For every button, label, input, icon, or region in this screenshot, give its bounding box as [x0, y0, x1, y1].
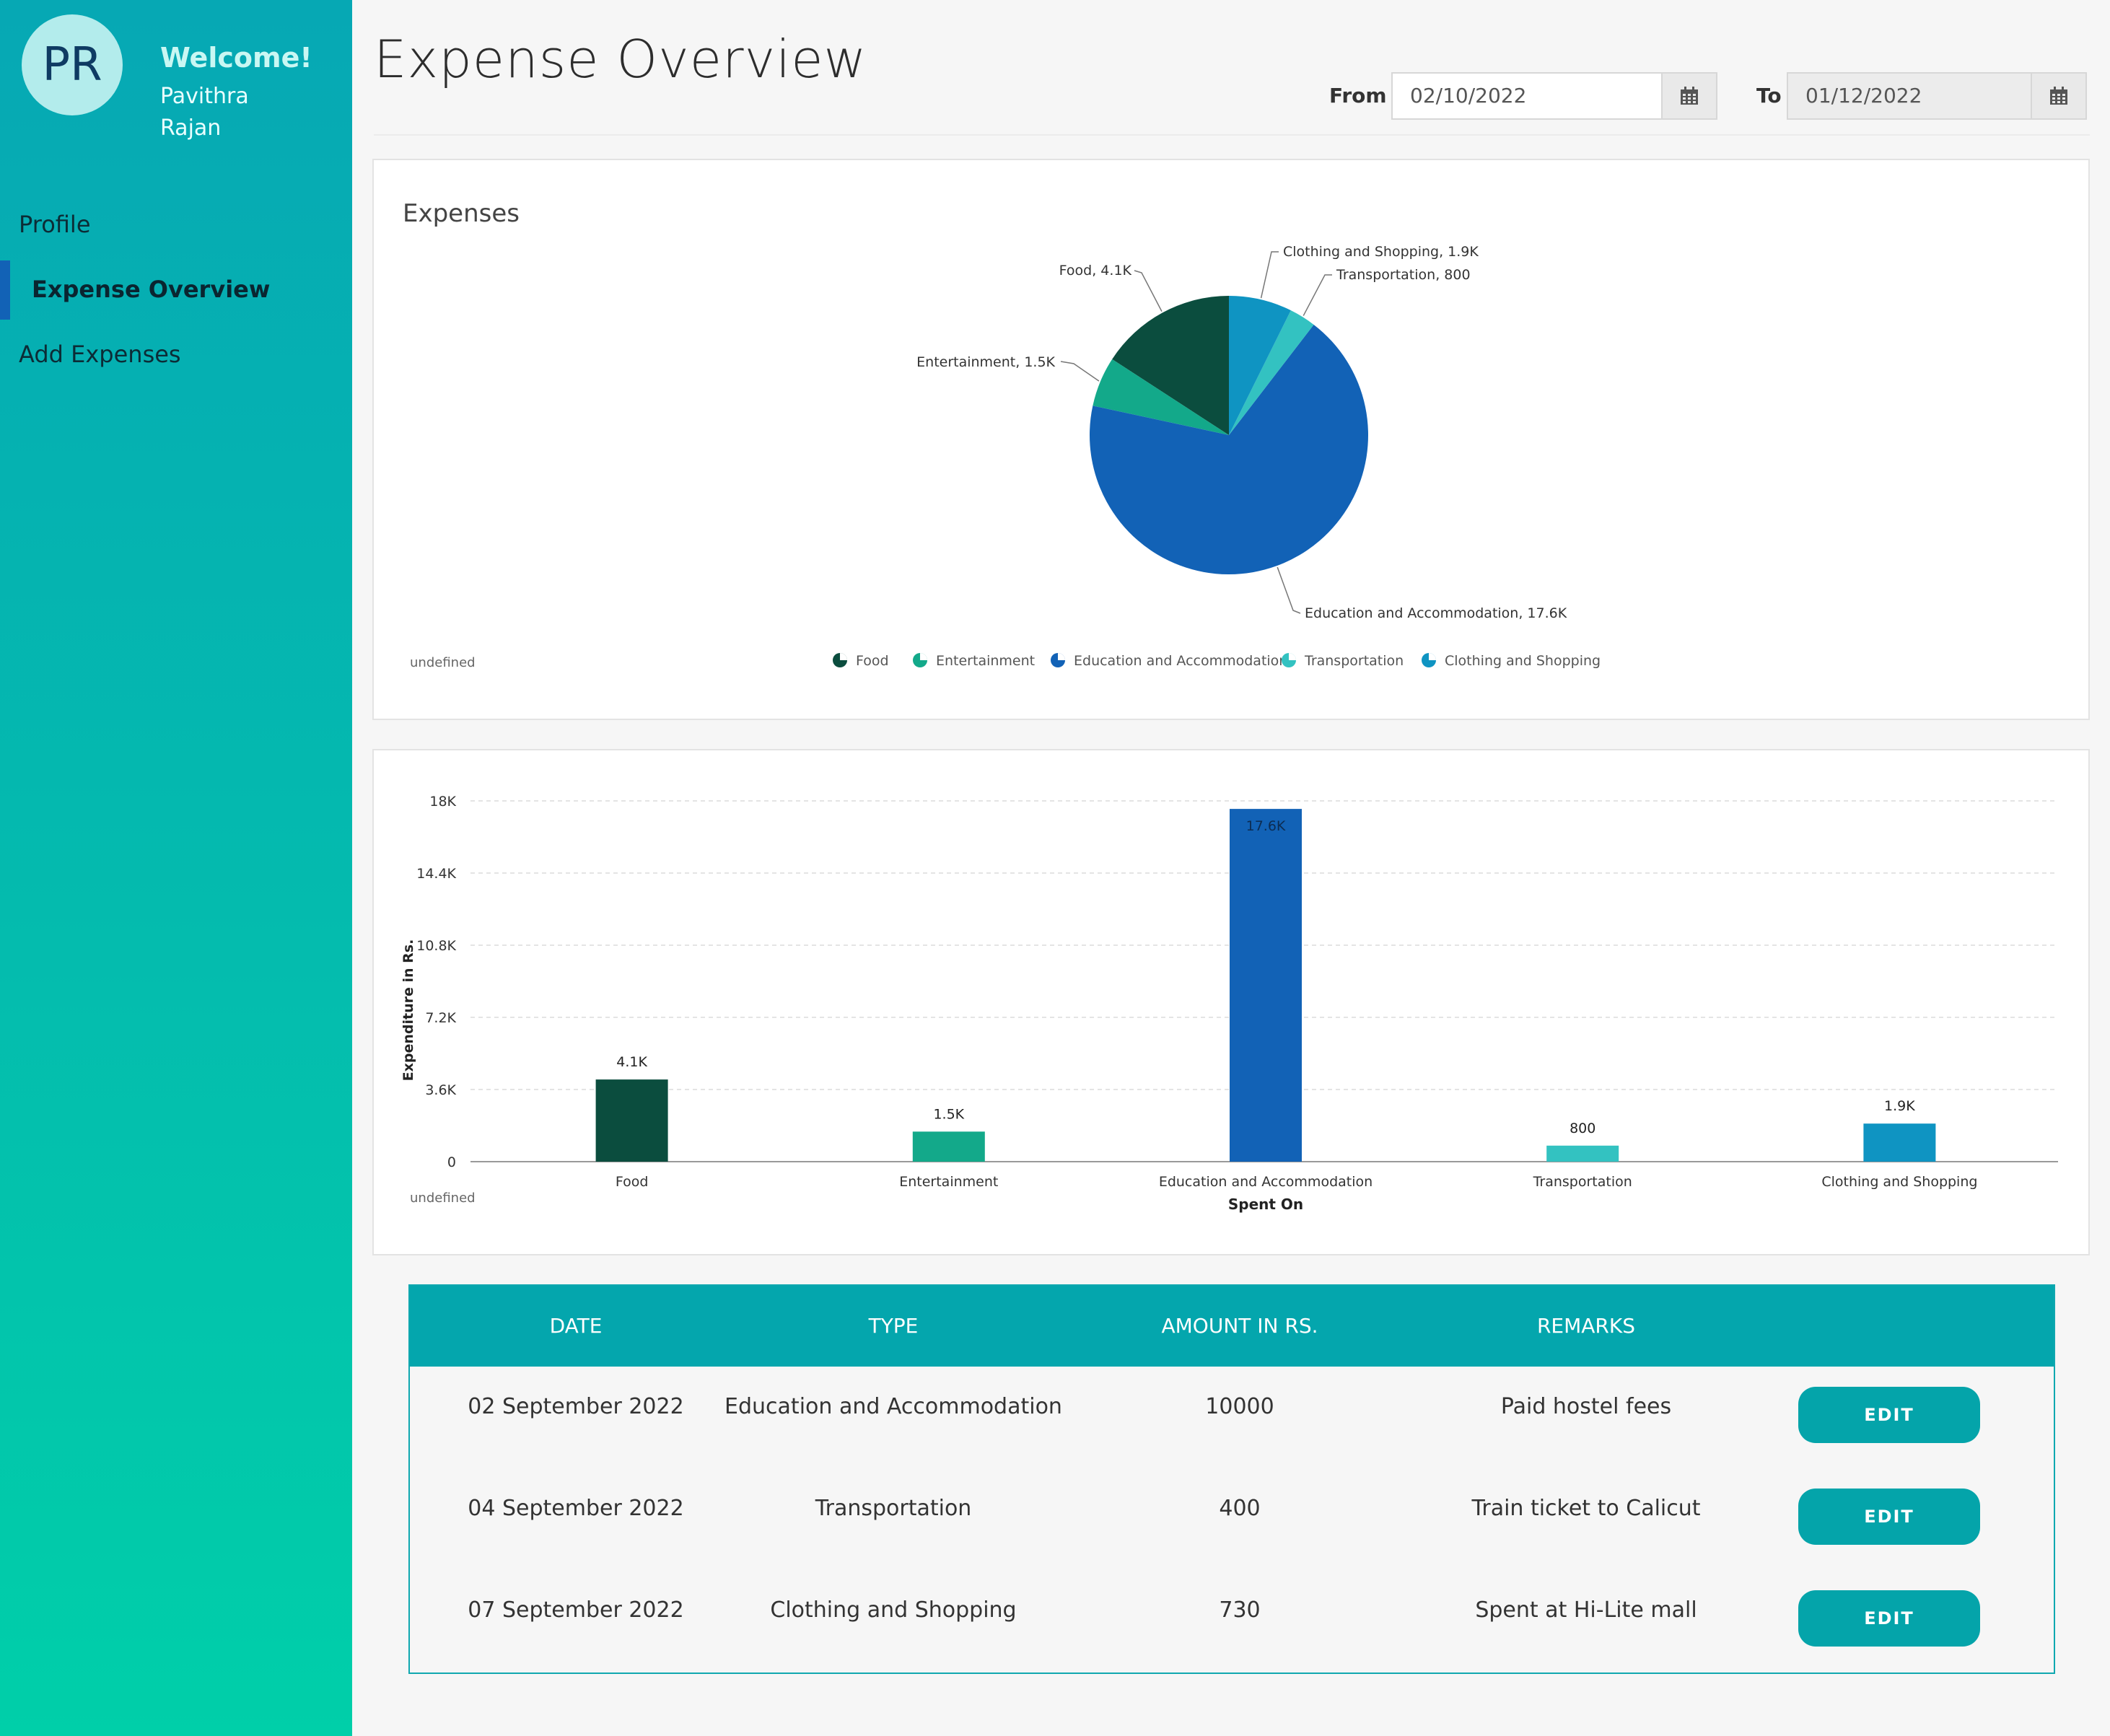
legend-icon-cutout: [840, 653, 847, 660]
x-tick-label: Education and Accommodation: [1159, 1174, 1373, 1190]
expenses-table: DATE TYPE AMOUNT IN RS. REMARKS 02 Septe…: [408, 1284, 2055, 1674]
nav-item-add-expenses[interactable]: Add Expenses: [19, 341, 181, 368]
cell-date: 04 September 2022: [468, 1496, 684, 1521]
pie-leader-line: [1277, 566, 1301, 614]
header-date: DATE: [549, 1314, 603, 1338]
cell-remarks: Paid hostel fees: [1500, 1394, 1672, 1419]
legend-label: Transportation: [1304, 653, 1404, 669]
y-tick-label: 14.4K: [416, 866, 456, 882]
x-tick-label: Clothing and Shopping: [1821, 1174, 1977, 1190]
table-header: DATE TYPE AMOUNT IN RS. REMARKS: [410, 1286, 2054, 1367]
nav-active-indicator: [0, 260, 10, 320]
x-tick-label: Entertainment: [899, 1174, 998, 1190]
cell-remarks: Train ticket to Calicut: [1471, 1496, 1701, 1521]
y-tick-label: 18K: [429, 794, 456, 810]
pie-leader-line: [1060, 361, 1100, 382]
to-label: To: [1756, 84, 1782, 108]
legend-label: Education and Accommodation: [1074, 653, 1287, 669]
pie-callout-label: Transportation, 800: [1336, 267, 1471, 283]
cell-amount: 10000: [1205, 1394, 1274, 1419]
bar-value-label: 800: [1570, 1121, 1595, 1136]
user-name: Pavithra Rajan: [160, 84, 249, 141]
pie-leader-line: [1303, 274, 1332, 316]
pie-callout-label: Food, 4.1K: [1059, 263, 1132, 279]
cell-type: Education and Accommodation: [725, 1394, 1062, 1419]
pie-callout-label: Entertainment, 1.5K: [916, 354, 1055, 370]
bar-food: [595, 1079, 668, 1162]
legend-icon-cutout: [920, 653, 927, 660]
pie-slice-entertainment: [1093, 359, 1229, 435]
pie-slice-transportation: [1229, 310, 1314, 435]
cell-type: Transportation: [815, 1496, 972, 1521]
edit-button[interactable]: EDIT: [1798, 1590, 1980, 1647]
calendar-icon: [1681, 87, 1698, 105]
from-label: From: [1329, 84, 1387, 108]
nav-item-profile[interactable]: Profile: [19, 211, 91, 238]
legend-icon-cutout: [1289, 653, 1296, 660]
legend-label: Food: [856, 653, 889, 669]
nav-item-expense-overview[interactable]: Expense Overview: [32, 276, 271, 303]
from-date-input[interactable]: 02/10/2022: [1391, 72, 1663, 120]
legend-item: Entertainment: [913, 653, 1035, 669]
legend-item: Food: [833, 653, 889, 669]
cell-date: 07 September 2022: [468, 1597, 684, 1623]
legend-icon-cutout: [1429, 653, 1436, 660]
header-type: TYPE: [868, 1314, 919, 1338]
cell-type: Clothing and Shopping: [770, 1597, 1017, 1623]
pie-slice-education-and-accommodation: [1090, 324, 1368, 574]
y-tick-label: 0: [447, 1154, 456, 1170]
pie-leader-line: [1134, 270, 1163, 312]
cell-remarks: Spent at Hi-Lite mall: [1475, 1597, 1697, 1623]
pie-leader-line: [1260, 251, 1279, 299]
legend-label: Clothing and Shopping: [1445, 653, 1601, 669]
cell-amount: 730: [1219, 1597, 1261, 1623]
avatar[interactable]: PR: [22, 14, 123, 115]
y-tick-label: 10.8K: [416, 938, 456, 954]
y-tick-label: 3.6K: [425, 1082, 456, 1098]
pie-callout-label: Clothing and Shopping, 1.9K: [1283, 244, 1479, 260]
cell-amount: 400: [1219, 1496, 1261, 1521]
calendar-icon: [2050, 87, 2067, 105]
y-axis-title: Expenditure in Rs.: [400, 939, 416, 1082]
legend-item: Transportation: [1282, 653, 1404, 669]
x-tick-label: Transportation: [1533, 1174, 1632, 1190]
cell-date: 02 September 2022: [468, 1394, 684, 1419]
x-tick-label: Food: [616, 1174, 649, 1190]
pie-footnote: undefined: [410, 655, 476, 670]
bar-entertainment: [912, 1131, 985, 1162]
pie-chart-title: Expenses: [403, 199, 520, 228]
pie-slice-clothing-and-shopping: [1229, 296, 1291, 435]
to-date-input[interactable]: 01/12/2022: [1787, 72, 2032, 120]
legend-item: Education and Accommodation: [1051, 653, 1287, 669]
edit-button[interactable]: EDIT: [1798, 1489, 1980, 1545]
bar-footnote: undefined: [410, 1191, 476, 1206]
bar-value-label: 4.1K: [616, 1054, 647, 1070]
welcome-text: Welcome!: [160, 42, 312, 74]
bar-value-label: 1.9K: [1884, 1098, 1915, 1114]
header-remarks: REMARKS: [1536, 1314, 1636, 1338]
legend-item: Clothing and Shopping: [1422, 653, 1601, 669]
from-calendar-button[interactable]: [1661, 72, 1717, 120]
bar-value-label: 1.5K: [933, 1106, 964, 1122]
bar-value-label: 17.6K: [1246, 818, 1286, 834]
y-tick-label: 7.2K: [425, 1010, 456, 1026]
x-axis-title: Spent On: [1228, 1196, 1303, 1213]
page-title: Expense Overview: [374, 29, 867, 89]
bar-transportation: [1546, 1145, 1619, 1162]
edit-button[interactable]: EDIT: [1798, 1387, 1980, 1443]
bar-education-and-accommodation: [1230, 809, 1302, 1162]
pie-slice-food: [1112, 296, 1229, 435]
legend-label: Entertainment: [936, 653, 1035, 669]
legend-icon-cutout: [1058, 653, 1065, 660]
header-amount: AMOUNT IN RS.: [1161, 1314, 1318, 1338]
bar-clothing-and-shopping: [1863, 1123, 1936, 1162]
bar-chart: 0 3.6K 7.2K 10.8K 14.4K 18K 4.1K Food 1.5K Entert…: [400, 794, 2058, 1213]
sidebar: PR Welcome! Pavithra Rajan Profile Expen…: [0, 0, 352, 1736]
pie-callout-label: Education and Accommodation, 17.6K: [1305, 605, 1567, 621]
header-divider: [374, 134, 2090, 136]
to-calendar-button[interactable]: [2031, 72, 2087, 120]
pie-chart: Food, 4.1K Entertainment, 1.5K Education a…: [833, 244, 1601, 669]
